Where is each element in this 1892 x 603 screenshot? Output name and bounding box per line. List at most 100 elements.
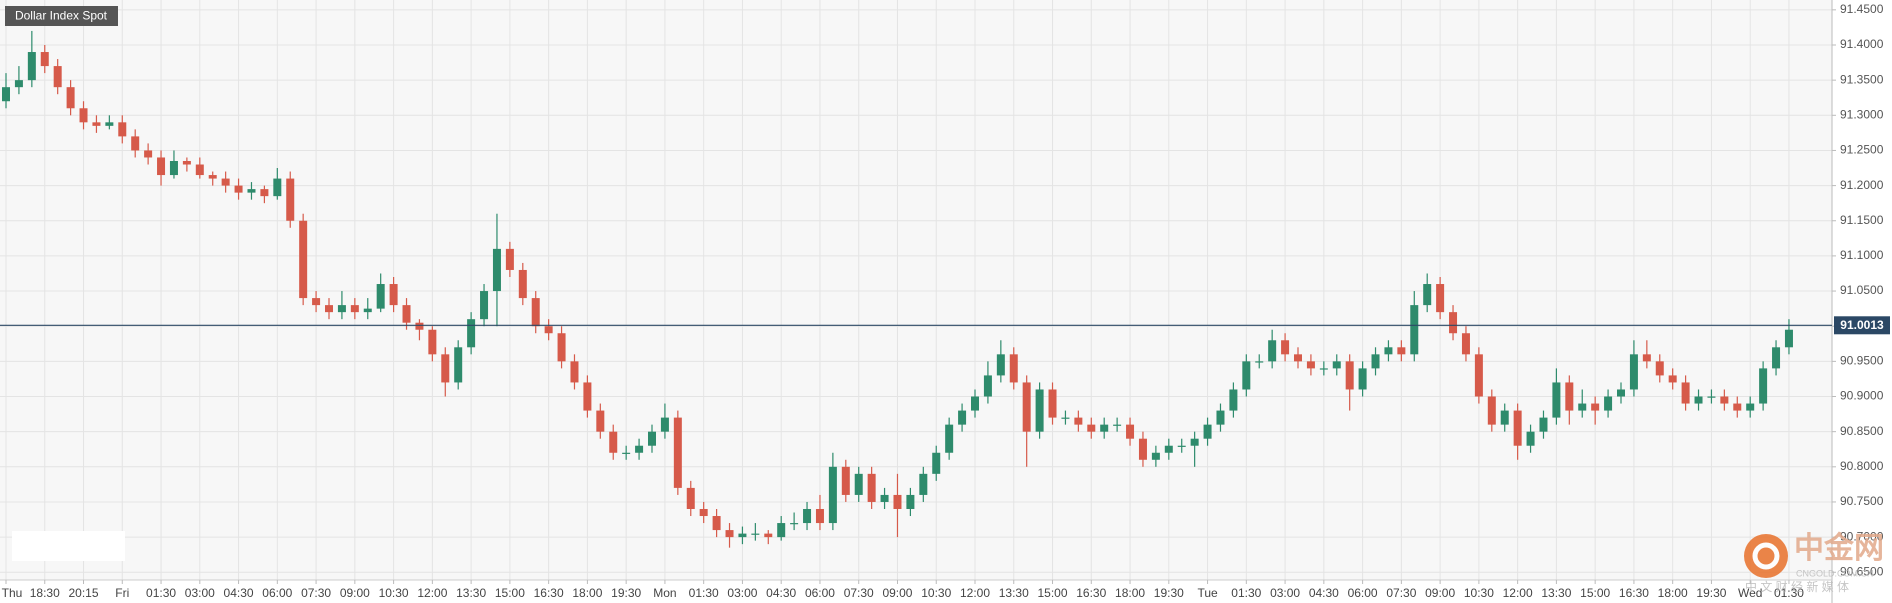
candle-body [1177, 445, 1186, 447]
y-tick-label: 91.3500 [1840, 72, 1884, 86]
candle-body [570, 361, 579, 383]
candle-body [441, 354, 450, 383]
candle-body [764, 533, 773, 538]
candle-body [1629, 354, 1638, 390]
x-tick-label: 16:30 [1076, 586, 1106, 600]
x-tick-label: 13:30 [1541, 586, 1571, 600]
candle-body [2, 87, 10, 102]
x-tick-label: 18:00 [1115, 586, 1145, 600]
candles [2, 30, 1793, 548]
candle-body [996, 354, 1005, 376]
title-box [5, 6, 118, 26]
candle-body [1345, 361, 1354, 390]
candle-body [867, 473, 876, 502]
x-tick-label: 12:00 [1503, 586, 1533, 600]
candle-body [1126, 424, 1135, 439]
x-tick-label: 15:00 [495, 586, 525, 600]
x-tick-label: 16:30 [1619, 586, 1649, 600]
candle-body [337, 305, 346, 313]
candle-body [118, 122, 127, 137]
candle-body [1513, 410, 1522, 446]
candle-body [777, 523, 786, 538]
candle-body [1617, 389, 1625, 397]
x-tick-label: 04:30 [1309, 586, 1339, 600]
candle-body [131, 136, 140, 151]
candle-body [919, 473, 928, 495]
candle-body [14, 80, 23, 88]
candle-body [1474, 354, 1483, 397]
candle-body [1087, 424, 1096, 432]
candle-body [480, 291, 489, 320]
candle-body [105, 122, 114, 126]
candle-body [467, 319, 476, 348]
candle-body [221, 178, 230, 186]
candle-body [1655, 361, 1664, 376]
candle-body [1022, 382, 1031, 432]
candle-body [1319, 368, 1328, 370]
candle-body [182, 160, 191, 165]
candle-body [273, 178, 282, 197]
candle-body [1151, 452, 1160, 460]
x-tick-label: 09:00 [340, 586, 370, 600]
candle-body [1009, 354, 1018, 383]
candle-body [596, 410, 605, 432]
candle-body [1720, 396, 1729, 404]
x-tick-label: 07:30 [301, 586, 331, 600]
x-tick-label: 01:30 [689, 586, 719, 600]
candle-body [402, 305, 411, 323]
candle-body [880, 494, 889, 502]
watermark-name: 中金网 [1794, 531, 1884, 565]
candle-body [945, 424, 954, 453]
candle-body [1539, 417, 1548, 432]
candle-body [1203, 424, 1212, 439]
x-tick-label: 12:00 [960, 586, 990, 600]
candle-body [144, 150, 153, 158]
x-tick-label: 04:30 [224, 586, 254, 600]
y-tick-label: 90.8000 [1840, 459, 1884, 473]
candle-body [208, 175, 217, 179]
y-tick-label: 91.2500 [1840, 143, 1884, 157]
candle-body [1707, 396, 1716, 398]
candle-body [1281, 340, 1290, 355]
x-tick-label: 09:00 [882, 586, 912, 600]
x-tick-label: Tue [1197, 586, 1218, 600]
y-tick-label: 91.0500 [1840, 283, 1884, 297]
x-tick-label: 04:30 [766, 586, 796, 600]
x-tick-label: 03:00 [1270, 586, 1300, 600]
x-tick-label: 12:00 [417, 586, 447, 600]
watermark-tagline: 中 文 财 经 新 媒 体 [1745, 579, 1849, 594]
y-tick-label: 90.9500 [1840, 354, 1884, 368]
candle-body [712, 516, 721, 531]
x-tick-label: 19:30 [1154, 586, 1184, 600]
candle-body [195, 164, 204, 176]
candle-body [751, 533, 760, 535]
candle-body [971, 396, 979, 411]
x-tick-label: 15:00 [1038, 586, 1068, 600]
x-tick-label: 06:00 [805, 586, 835, 600]
x-tick-label: 01:30 [1231, 586, 1261, 600]
candle-body [1255, 361, 1264, 363]
candle-body [1642, 354, 1651, 362]
y-tick-label: 91.4000 [1840, 37, 1884, 51]
candle-body [1772, 347, 1781, 369]
x-tick-label: 07:30 [844, 586, 874, 600]
candle-body [583, 382, 592, 411]
candle-body [1733, 403, 1742, 411]
candle-body [531, 298, 540, 327]
x-tick-label: 15:00 [1580, 586, 1610, 600]
candle-body [492, 248, 501, 292]
logo-mark [1752, 542, 1780, 570]
x-tick-label: 06:00 [262, 586, 292, 600]
candle-body [428, 329, 437, 355]
candle-body [27, 52, 36, 81]
candle-body [803, 508, 812, 524]
x-tick-label: 10:30 [1464, 586, 1494, 600]
candle-body [286, 178, 295, 221]
candle-body [1423, 284, 1432, 306]
candle-body [673, 417, 682, 488]
y-tick-label: 91.1000 [1840, 248, 1884, 262]
candle-body [932, 452, 941, 474]
x-tick-label: 16:30 [534, 586, 564, 600]
y-tick-label: 91.4500 [1840, 2, 1884, 16]
candle-body [1074, 417, 1083, 425]
